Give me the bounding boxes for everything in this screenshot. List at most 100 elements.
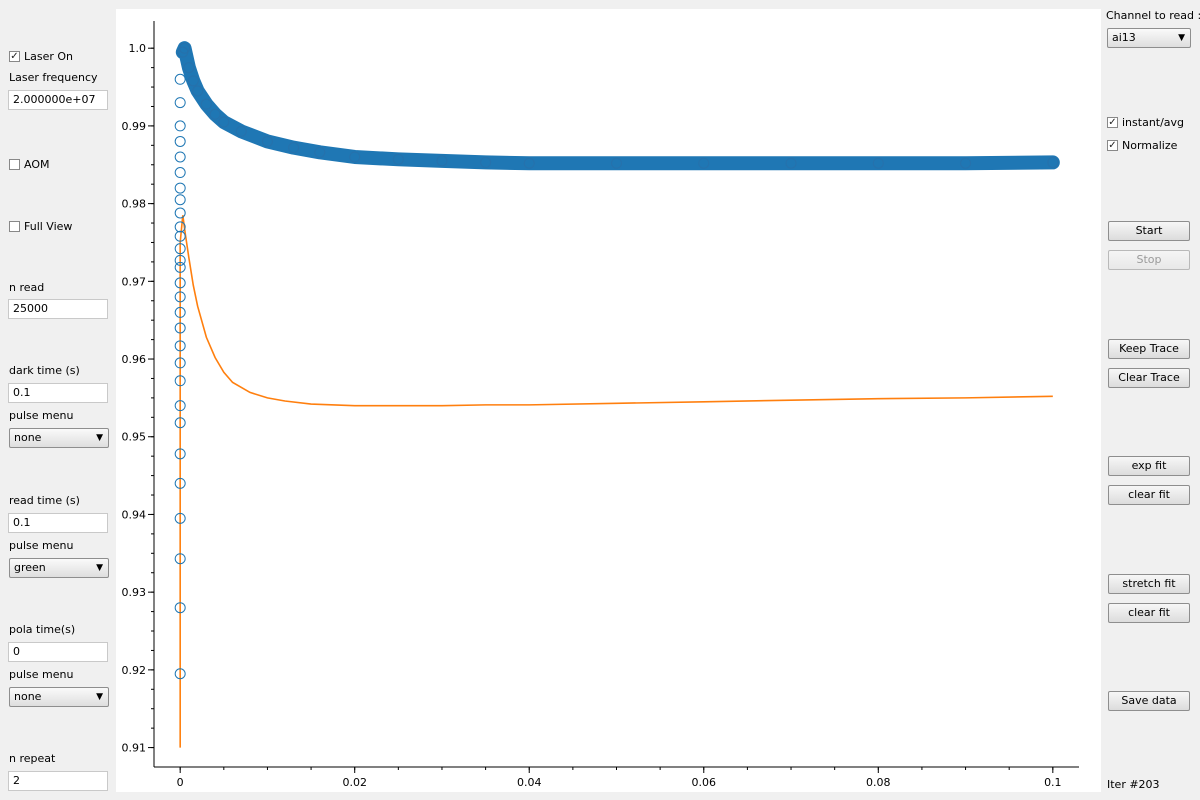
laser-frequency-input[interactable]: 2.000000e+07 — [8, 90, 108, 110]
series-blue-point — [960, 157, 972, 169]
series-blue-point — [235, 125, 247, 137]
series-blue-point — [1047, 156, 1059, 168]
y-tick-label: 0.95 — [122, 431, 147, 444]
start-button[interactable]: Start — [1108, 221, 1190, 241]
chevron-down-icon: ▼ — [96, 692, 103, 702]
n-read-input[interactable]: 25000 — [8, 299, 108, 319]
series-blue-point — [523, 157, 535, 169]
stop-button[interactable]: Stop — [1108, 250, 1190, 270]
pulse-menu-2-label: pulse menu — [9, 539, 74, 552]
pulse-menu-2-value: green — [14, 561, 46, 574]
x-tick-label: 0.06 — [692, 776, 717, 789]
x-tick-label: 0 — [177, 776, 184, 789]
keep-trace-button[interactable]: Keep Trace — [1108, 339, 1190, 359]
series-blue-point — [174, 512, 186, 524]
series-blue-point — [174, 207, 186, 219]
series-blue-point — [174, 477, 186, 489]
aom-checkbox[interactable]: AOM — [9, 158, 49, 171]
series-blue-point — [392, 153, 404, 165]
series-blue-point — [174, 291, 186, 303]
series-blue-point — [174, 243, 186, 255]
instant-avg-check-icon: ✓ — [1107, 116, 1118, 128]
laser-frequency-label: Laser frequency — [9, 71, 98, 84]
clear-fit-button-2[interactable]: clear fit — [1108, 603, 1190, 623]
n-read-label: n read — [9, 281, 45, 294]
normalize-checkbox[interactable]: ✓ Normalize — [1107, 139, 1177, 152]
instant-avg-checkbox[interactable]: ✓ instant/avg — [1107, 116, 1184, 129]
clear-trace-button[interactable]: Clear Trace — [1108, 368, 1190, 388]
series-blue-band — [175, 41, 1060, 171]
series-blue-point — [174, 261, 186, 273]
channel-select-value: ai13 — [1112, 31, 1136, 44]
stretch-fit-button[interactable]: stretch fit — [1108, 574, 1190, 594]
series-blue-point — [218, 116, 230, 128]
chevron-down-icon: ▼ — [96, 563, 103, 573]
series-blue-point — [261, 135, 273, 147]
exp-fit-button[interactable]: exp fit — [1108, 456, 1190, 476]
series-blue-point — [174, 553, 186, 565]
plot-canvas[interactable]: 0 0.02 0.04 0.06 0.08 0.1 0.91 0.92 0.93 0.94 0.95… — [116, 9, 1101, 792]
channel-select[interactable]: ai13 ▼ — [1107, 28, 1191, 48]
y-tick-label: 1.0 — [129, 42, 147, 55]
chevron-down-icon: ▼ — [1178, 33, 1185, 43]
y-tick-label: 0.97 — [122, 275, 147, 288]
y-tick-label: 0.99 — [122, 120, 147, 133]
series-blue-point — [192, 85, 204, 97]
pulse-menu-1-label: pulse menu — [9, 409, 74, 422]
series-blue-point — [174, 340, 186, 352]
series-blue-point — [187, 75, 199, 87]
full-view-label: Full View — [24, 220, 73, 233]
x-tick-label: 0.1 — [1044, 776, 1062, 789]
series-blue-point — [480, 156, 492, 168]
dark-time-input[interactable]: 0.1 — [8, 383, 108, 403]
series-blue-point — [698, 157, 710, 169]
pulse-menu-3-select[interactable]: none ▼ — [9, 687, 109, 707]
series-blue-point — [174, 194, 186, 206]
series-blue-point — [611, 157, 622, 169]
y-tick-label: 0.98 — [122, 198, 147, 211]
series-blue-point — [174, 167, 186, 179]
laser-on-label: Laser On — [24, 50, 74, 63]
x-tick-label: 0.02 — [342, 776, 367, 789]
series-blue-point — [174, 151, 186, 163]
series-blue-point — [174, 400, 186, 412]
series-blue-point — [174, 230, 186, 242]
clear-fit-button-1[interactable]: clear fit — [1108, 485, 1190, 505]
series-blue-point — [174, 182, 186, 194]
series-blue-point — [174, 73, 186, 85]
laser-on-check-icon: ✓ — [9, 50, 20, 62]
iteration-counter: Iter #203 — [1107, 778, 1160, 791]
series-blue-point — [349, 151, 361, 163]
full-view-checkbox[interactable]: Full View — [9, 220, 72, 233]
series-blue-point — [174, 277, 186, 289]
series-blue-point — [174, 306, 186, 318]
normalize-check-icon: ✓ — [1107, 139, 1118, 151]
series-blue-point — [872, 157, 884, 169]
trace-plot: 0 0.02 0.04 0.06 0.08 0.1 0.91 0.92 0.93 0.94 0.95… — [122, 21, 1079, 789]
series-blue-point — [183, 62, 195, 74]
pulse-menu-3-value: none — [14, 690, 42, 703]
series-orange-line — [179, 215, 1053, 748]
series-blue-point — [174, 448, 186, 460]
instant-avg-label: instant/avg — [1122, 116, 1185, 129]
read-time-input[interactable]: 0.1 — [8, 513, 108, 533]
pola-time-input[interactable]: 0 — [8, 642, 108, 662]
n-repeat-input[interactable]: 2 — [8, 771, 108, 791]
x-tick-label: 0.08 — [866, 776, 891, 789]
pulse-menu-2-select[interactable]: green ▼ — [9, 558, 109, 578]
pulse-menu-3-label: pulse menu — [9, 668, 74, 681]
laser-on-checkbox[interactable]: ✓ Laser On — [9, 50, 73, 63]
series-blue-point — [179, 42, 191, 54]
series-blue-point — [174, 322, 186, 334]
series-blue-point — [174, 417, 186, 429]
x-tick-label: 0.04 — [517, 776, 542, 789]
pulse-menu-1-select[interactable]: none ▼ — [9, 428, 109, 448]
series-blue-point — [174, 668, 186, 680]
aom-label: AOM — [24, 158, 50, 171]
save-data-button[interactable]: Save data — [1108, 691, 1190, 711]
series-blue-point — [174, 221, 186, 233]
series-blue-point — [785, 157, 797, 169]
series-blue-point — [174, 120, 186, 132]
pola-time-label: pola time(s) — [9, 623, 76, 636]
n-repeat-label: n repeat — [9, 752, 56, 765]
